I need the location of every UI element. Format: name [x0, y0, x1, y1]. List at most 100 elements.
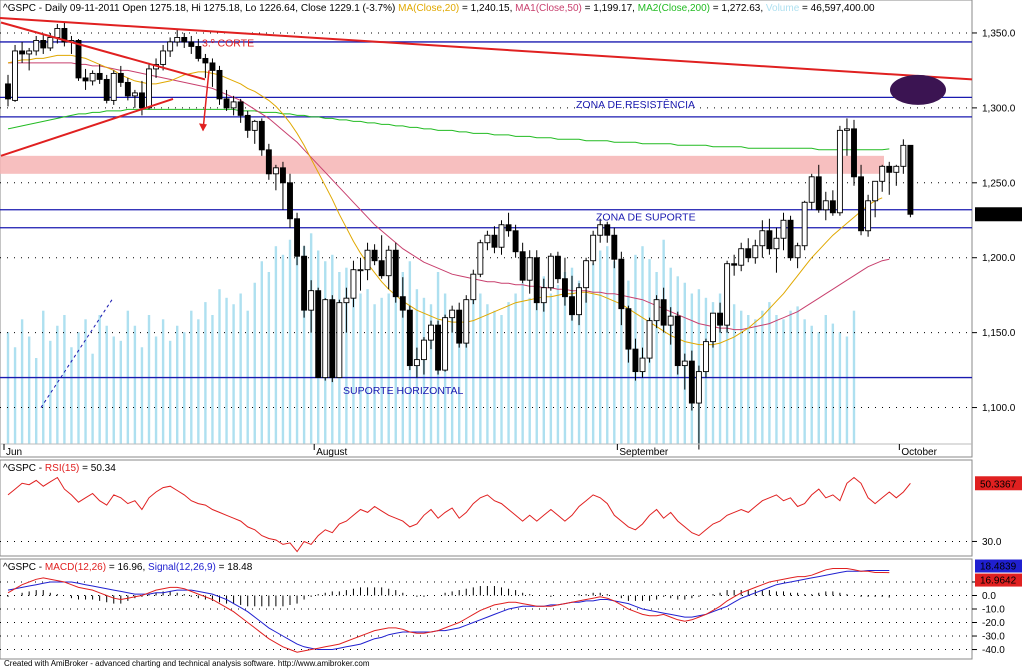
- volume-bar: [49, 340, 52, 444]
- volume-bar: [754, 319, 757, 444]
- macd-tick-label: -10.0: [982, 605, 1005, 616]
- volume-bar: [584, 293, 588, 444]
- candle-body: [653, 299, 660, 322]
- volume-bar: [20, 319, 24, 444]
- volume-bar: [845, 336, 849, 444]
- last-price-label: 1,229.1: [982, 210, 1016, 221]
- volume-bar: [711, 302, 715, 444]
- macd-tick-label: -20.0: [982, 618, 1005, 629]
- candle-body: [822, 200, 829, 211]
- volume-bar: [669, 267, 672, 444]
- candle-body: [428, 324, 434, 341]
- volume-bar: [133, 325, 137, 444]
- candle-body: [223, 98, 230, 109]
- header-part: Volume: [766, 3, 800, 14]
- candle-body: [343, 297, 350, 304]
- candle-body: [336, 302, 343, 379]
- header-part: RSI(15): [45, 463, 79, 474]
- volume-bar: [112, 336, 115, 444]
- level-lines: [0, 41, 972, 379]
- volume-bar: [253, 282, 256, 444]
- volume-bar: [6, 332, 10, 444]
- candle-body: [794, 245, 801, 259]
- volume-bar: [380, 297, 383, 444]
- macd-tick-label: -40.0: [982, 645, 1005, 656]
- candle-body: [329, 299, 336, 379]
- trendline: [0, 97, 174, 157]
- candle-body: [625, 308, 632, 350]
- candle-body: [512, 230, 519, 253]
- macd-axis: 10.00.0-10.0-20.0-30.0-40.018.483916.964…: [972, 559, 1022, 656]
- candle-body: [357, 269, 364, 272]
- volume-bar: [183, 332, 186, 444]
- candle-body: [815, 176, 822, 211]
- candle-body: [294, 218, 300, 257]
- candle-body: [844, 128, 850, 131]
- volume-bar: [260, 261, 263, 444]
- volume-bar: [154, 336, 158, 444]
- footer-credit: Created with AmiBroker - advanced charti…: [4, 659, 370, 668]
- candle-body: [392, 249, 399, 298]
- volume-bar: [782, 319, 785, 444]
- volume-bar: [732, 304, 736, 444]
- volume-bar: [768, 302, 771, 444]
- main-header: ^GSPC - Daily 09-11-2011 Open 1275.18, H…: [3, 3, 875, 14]
- candle-body: [82, 77, 89, 82]
- rsi-panel-frame: [0, 459, 973, 557]
- volume-bar: [549, 293, 553, 444]
- candle-body: [632, 348, 639, 373]
- volume-bar: [838, 332, 842, 444]
- candle-body: [484, 234, 491, 244]
- volume-bar: [606, 246, 609, 444]
- candle-body: [681, 360, 688, 367]
- volume-bar: [70, 347, 73, 444]
- volume-bar: [577, 280, 581, 444]
- volume-bar: [309, 233, 313, 444]
- volume-bar: [824, 315, 827, 444]
- volume-bar: [176, 325, 179, 444]
- volume-bar: [77, 332, 80, 444]
- candle-body: [449, 309, 456, 319]
- rsi-layer: [0, 476, 972, 553]
- volume-bar: [359, 293, 362, 444]
- candle-body: [456, 309, 463, 344]
- volume-bar: [35, 358, 38, 444]
- macd-value-label: 16.9642: [980, 576, 1017, 587]
- candle-body: [110, 72, 117, 101]
- price-tick-label: 1,150.0: [982, 328, 1016, 339]
- macd-panel: ^GSPC - MACD(12,26) = 16.96, Signal(12,2…: [0, 558, 973, 660]
- price-tick-label: 1,300.0: [982, 103, 1016, 114]
- candle-body: [399, 296, 406, 311]
- annotation-label: SUPORTE HORIZONTAL: [343, 385, 464, 397]
- candle-body: [808, 176, 815, 203]
- cut-arrow-head: [199, 123, 207, 132]
- volume-bar: [91, 353, 94, 444]
- volume-bar: [486, 304, 489, 444]
- volume-bar: [796, 306, 799, 444]
- candle-body: [160, 50, 167, 65]
- candle-body: [202, 57, 209, 64]
- candle-body: [470, 273, 477, 301]
- candle-body: [907, 144, 914, 215]
- rsi-line: [7, 476, 911, 553]
- candle-body: [230, 101, 237, 109]
- candle-body: [829, 200, 836, 214]
- candle-body: [385, 249, 392, 277]
- candle-body: [569, 296, 575, 316]
- x-tick-label: Jun: [6, 447, 22, 458]
- volume-bar: [535, 289, 538, 444]
- candle-body: [75, 40, 82, 79]
- candle-body: [886, 165, 893, 173]
- rsi-header: ^GSPC - RSI(15) = 50.34: [3, 463, 116, 474]
- header-part: = 1,272.63,: [710, 3, 766, 14]
- candle-body: [858, 176, 864, 232]
- candle-body: [667, 315, 674, 326]
- candle-body: [209, 62, 216, 71]
- candle-body: [19, 50, 26, 55]
- candle-body: [442, 317, 449, 371]
- volume-bar: [429, 304, 433, 444]
- candle-body: [773, 237, 780, 250]
- candle-body: [611, 234, 618, 260]
- candle-body: [491, 234, 498, 248]
